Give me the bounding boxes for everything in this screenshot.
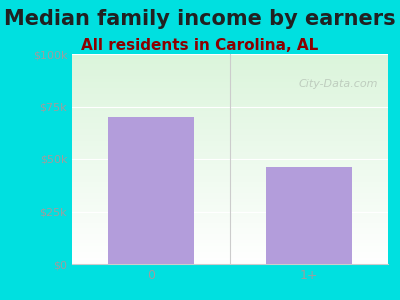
- Bar: [266, 167, 352, 264]
- Text: City-Data.com: City-Data.com: [299, 79, 378, 89]
- Text: Median family income by earners: Median family income by earners: [4, 9, 396, 29]
- Bar: [108, 117, 194, 264]
- Text: All residents in Carolina, AL: All residents in Carolina, AL: [81, 38, 319, 52]
